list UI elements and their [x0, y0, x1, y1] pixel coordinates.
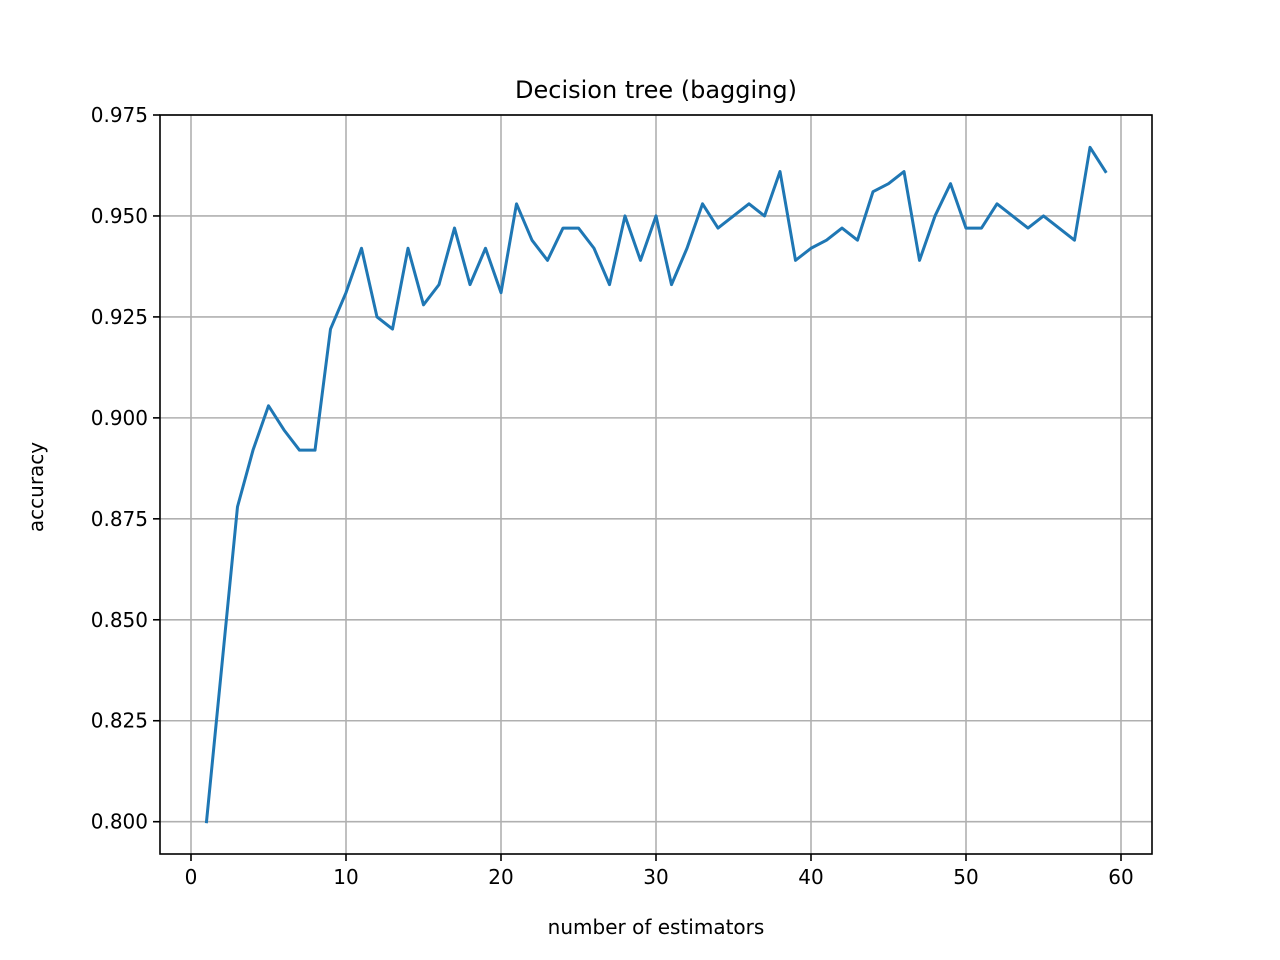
y-tick-label: 0.850 — [91, 608, 148, 632]
chart-title: Decision tree (bagging) — [515, 76, 797, 104]
accuracy-series-line — [204, 145, 1108, 824]
x-tick-label: 20 — [488, 865, 513, 889]
y-tick-label: 0.875 — [91, 507, 148, 531]
x-tick-label: 0 — [185, 865, 198, 889]
x-axis-label: number of estimators — [548, 915, 765, 939]
y-tick-label: 0.900 — [91, 406, 148, 430]
y-tick-label: 0.925 — [91, 305, 148, 329]
x-tick-label: 10 — [333, 865, 358, 889]
series-layer — [204, 145, 1108, 824]
x-tick-label: 50 — [953, 865, 978, 889]
x-axis: 0 10 20 30 40 50 60 — [185, 854, 1134, 889]
y-tick-label: 0.975 — [91, 103, 148, 127]
y-tick-label: 0.825 — [91, 709, 148, 733]
x-tick-label: 60 — [1108, 865, 1133, 889]
x-tick-label: 40 — [798, 865, 823, 889]
y-axis-label: accuracy — [24, 442, 48, 532]
y-axis: 0.800 0.825 0.850 0.875 0.900 0.925 0.950 0.975 — [91, 103, 160, 834]
y-tick-label: 0.950 — [91, 204, 148, 228]
y-tick-label: 0.800 — [91, 810, 148, 834]
x-tick-label: 30 — [643, 865, 668, 889]
